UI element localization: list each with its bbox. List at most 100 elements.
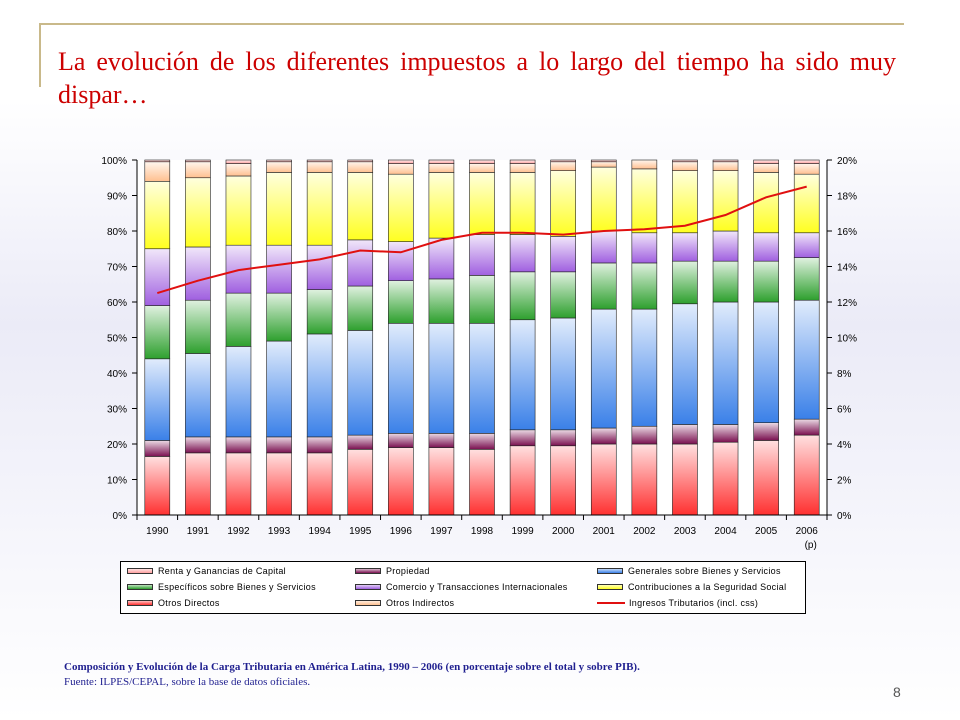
bar-segment (550, 445, 576, 516)
bar-segment (347, 172, 374, 241)
bar-segment (712, 161, 739, 171)
bar-segment (144, 358, 171, 441)
y-right-tick-label: 10% (837, 334, 857, 345)
x-tick-label: 2001 (593, 526, 616, 537)
y-right-tick-label: 0% (837, 511, 852, 522)
bar-segment (793, 163, 820, 175)
bar-segment (712, 441, 739, 516)
y-right-tick-label: 12% (837, 298, 857, 309)
bar-segment (590, 230, 617, 264)
bar-segment (266, 340, 292, 438)
legend-swatch (127, 584, 153, 590)
bar-segment (469, 159, 495, 164)
bar-segment (306, 452, 333, 516)
y-right-tick-label: 8% (837, 369, 852, 380)
bar-segment (388, 280, 414, 324)
bar-segment (266, 172, 292, 246)
legend-label: Ingresos Tributarios (incl. css) (629, 598, 759, 608)
bar-segment (225, 163, 252, 177)
bar-segment (590, 308, 617, 429)
legend-swatch (355, 584, 381, 590)
chart-source: Fuente: ILPES/CEPAL, sobre la base de da… (64, 676, 311, 688)
bar-segment (388, 159, 414, 164)
bar-segment (144, 181, 171, 250)
bar-segment (550, 317, 576, 431)
x-tick-label: 1993 (268, 526, 291, 537)
bar-segment (225, 175, 252, 246)
bar-segment (550, 429, 576, 447)
y-right-tick-label: 18% (837, 192, 857, 203)
bar-segment (428, 172, 455, 239)
bar-segment (753, 260, 779, 303)
y-left-tick-label: 50% (107, 334, 127, 345)
bar-segment (631, 262, 658, 310)
y-right-tick-label: 20% (837, 156, 857, 167)
bar-segment (428, 237, 455, 280)
bar-segment (428, 433, 455, 448)
bar-segment (185, 177, 211, 248)
bar-segment (509, 172, 536, 235)
bar-segment (225, 452, 252, 516)
x-tick-label: 2000 (552, 526, 575, 537)
y-left-tick-label: 40% (107, 369, 127, 380)
bar-segment (631, 232, 658, 264)
bar-segment (428, 322, 455, 434)
bar-segment (347, 434, 374, 450)
bar-segment (509, 271, 536, 321)
bar-segment (388, 241, 414, 281)
bar-segment (672, 303, 698, 425)
bar-segment (753, 422, 779, 441)
y-right-tick-label: 2% (837, 476, 852, 487)
bar-segment (225, 436, 252, 454)
bar-segment (672, 170, 698, 234)
bar-segment (590, 166, 617, 232)
bar-segment (712, 159, 739, 163)
bar-segment (306, 172, 333, 246)
bar-segment (753, 159, 779, 164)
bar-segment (266, 161, 292, 173)
bar-segment (144, 248, 171, 306)
bar-segment (347, 161, 374, 173)
legend-label: Específicos sobre Bienes y Servicios (158, 582, 316, 592)
bar-segment (793, 257, 820, 301)
legend-label: Generales sobre Bienes y Servicios (628, 566, 781, 576)
bar-segment (793, 434, 820, 516)
legend-item: Comercio y Transacciones Internacionales (355, 580, 568, 594)
bar-segment (266, 159, 292, 163)
bar-segment (266, 436, 292, 454)
bar-segment (469, 449, 495, 516)
x-tick-label: 1998 (471, 526, 494, 537)
bar-segment (306, 436, 333, 454)
bar-segment (388, 163, 414, 175)
x-tick-label: 1999 (511, 526, 534, 537)
bar-segment (509, 159, 536, 164)
x-tick-label: 2004 (714, 526, 737, 537)
bar-segment (144, 159, 171, 163)
bar-segment (225, 346, 252, 438)
bar-segment (225, 292, 252, 347)
x-tick-note: (p) (805, 540, 817, 551)
y-right-tick-label: 4% (837, 440, 852, 451)
bar-segment (347, 285, 374, 331)
x-tick-label: 1997 (430, 526, 453, 537)
x-tick-label: 2002 (633, 526, 656, 537)
legend-label: Contribuciones a la Seguridad Social (628, 582, 787, 592)
bar-segment (347, 239, 374, 287)
bar-segment (306, 244, 333, 290)
bar-segment (144, 305, 171, 360)
bar-segment (428, 159, 455, 164)
bar-segment (266, 244, 292, 294)
bar-segment (388, 173, 414, 242)
bar-segment (590, 159, 617, 163)
legend-item: Contribuciones a la Seguridad Social (597, 580, 786, 594)
bar-segment (306, 161, 333, 173)
y-left-tick-label: 70% (107, 263, 127, 274)
y-right-tick-label: 14% (837, 263, 857, 274)
bar-segment (793, 232, 820, 258)
legend-swatch (127, 600, 153, 606)
bar-segment (753, 232, 779, 262)
bar-segment (469, 433, 495, 450)
legend-swatch (597, 584, 623, 590)
bar-segment (185, 299, 211, 354)
